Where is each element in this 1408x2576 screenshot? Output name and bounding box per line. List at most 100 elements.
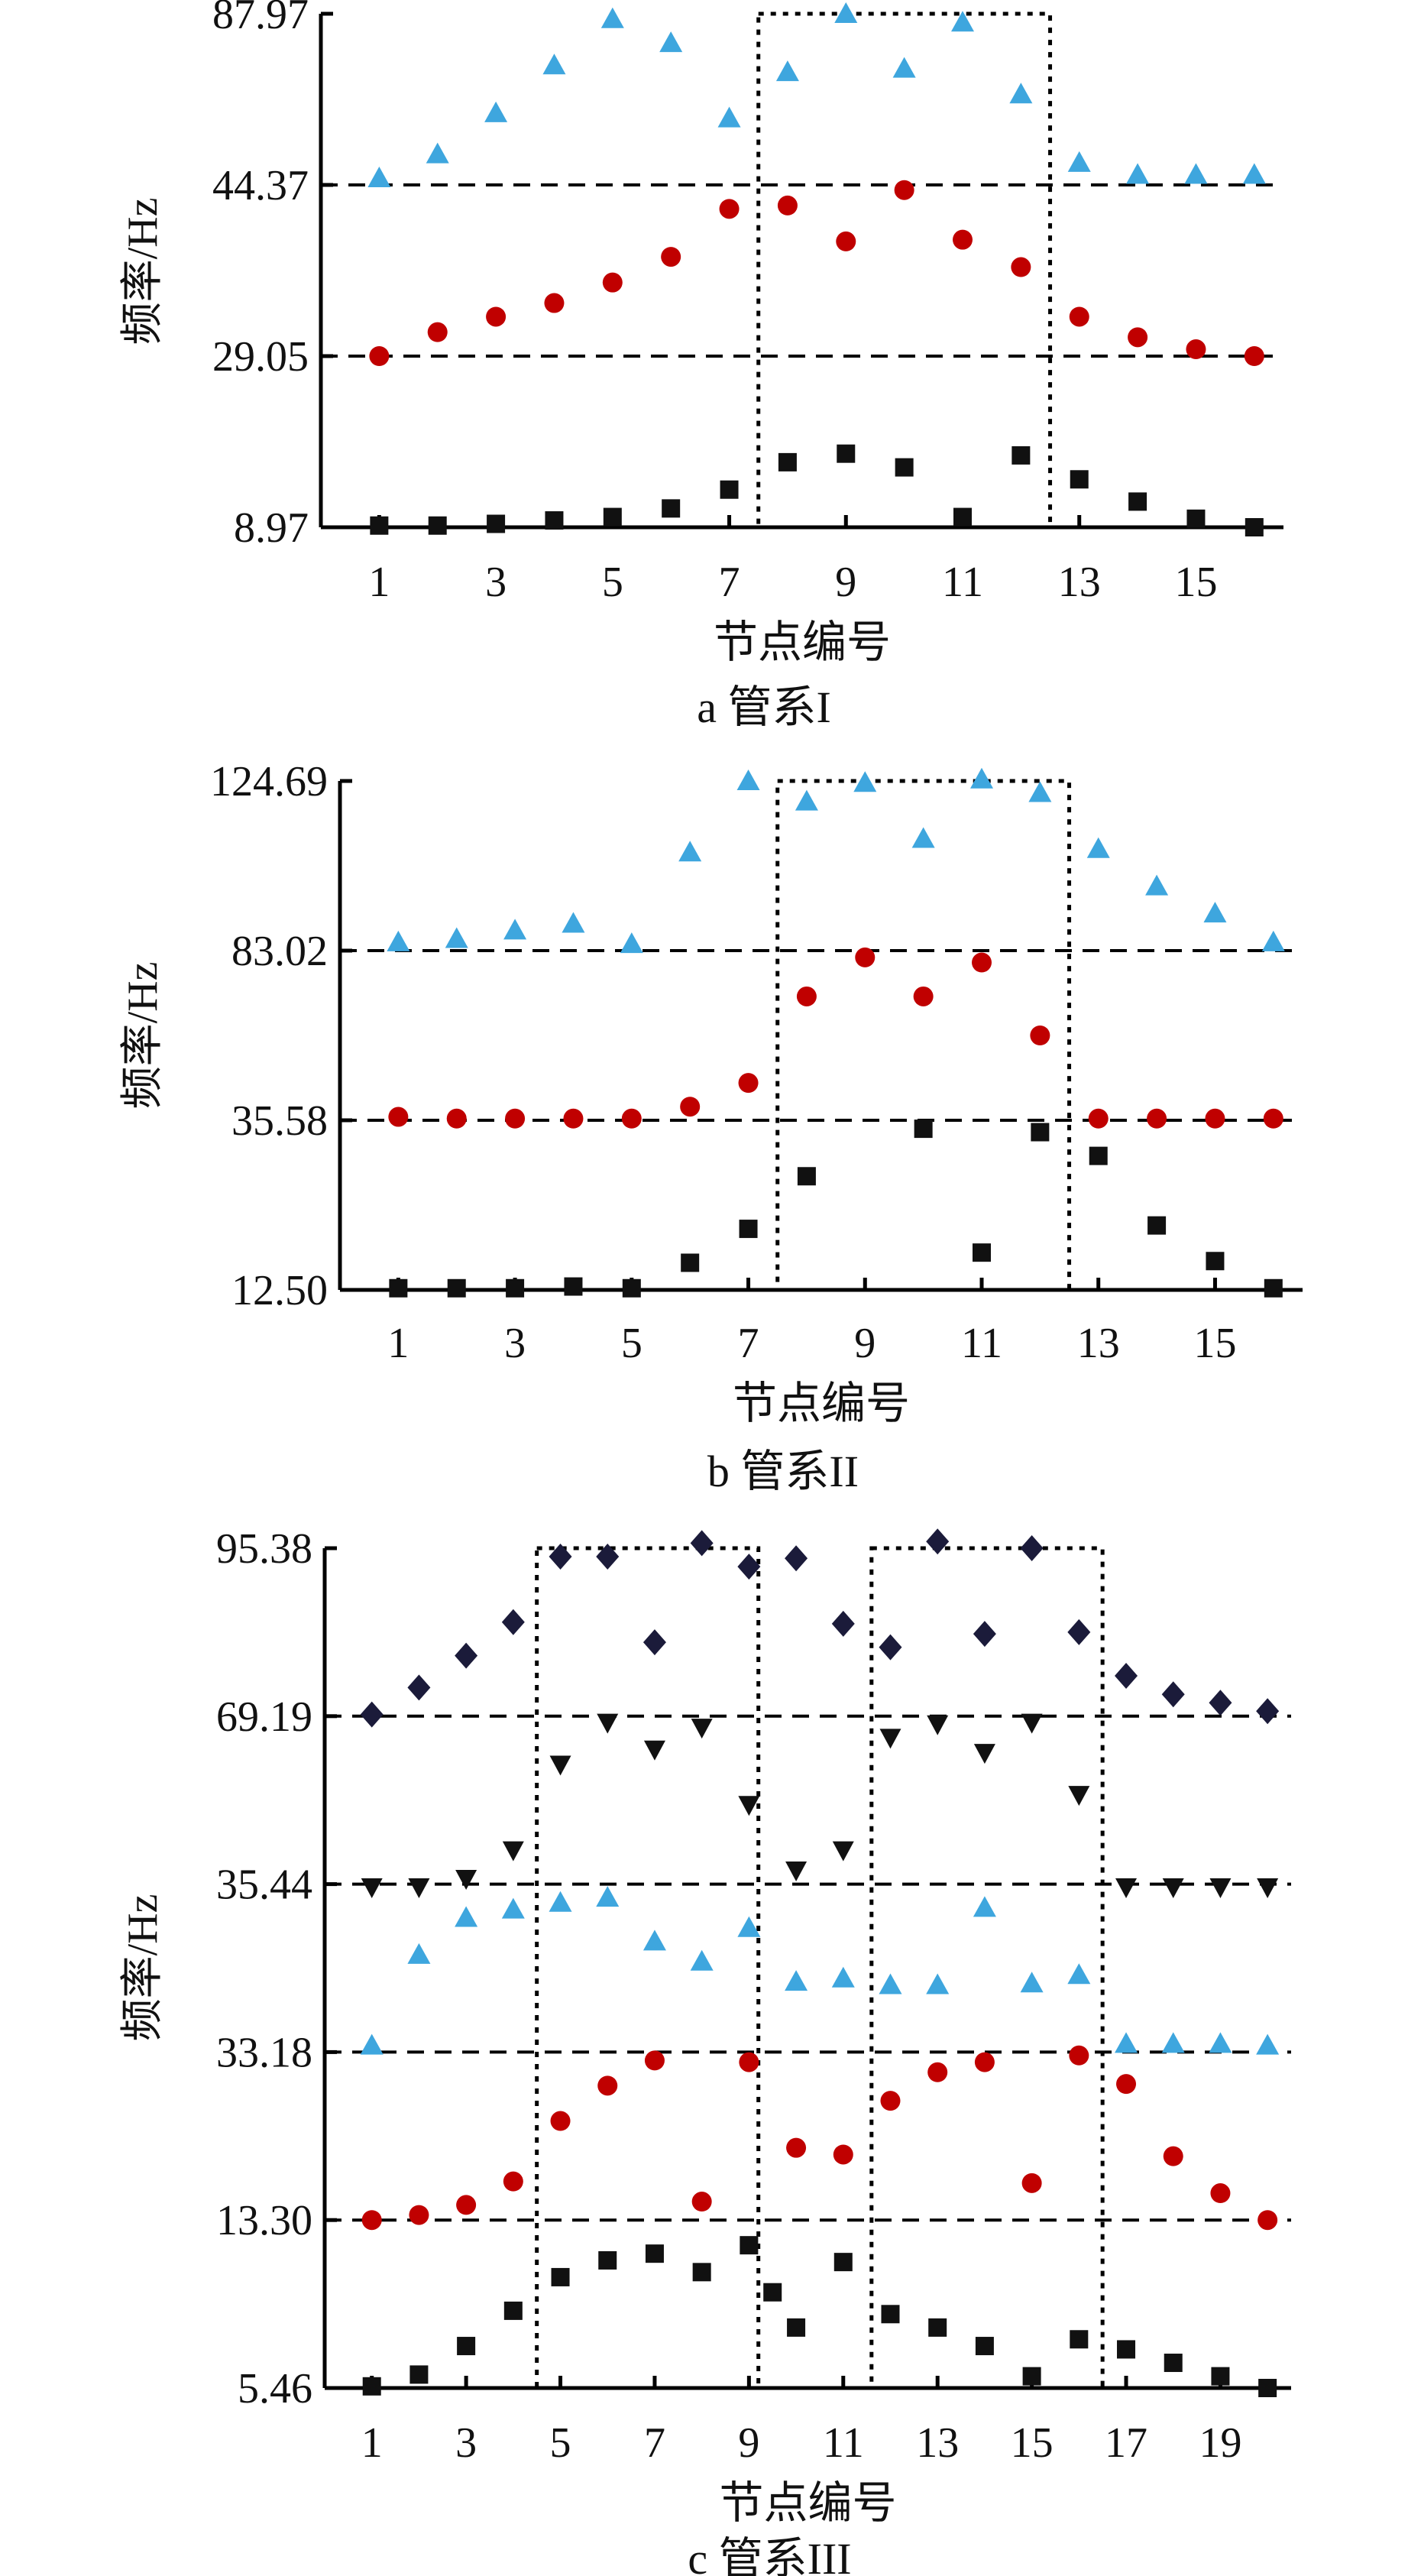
series-order-4 [361,1713,1279,1898]
data-point [361,1878,383,1898]
data-point [549,1755,571,1776]
data-point [881,2305,900,2324]
data-point [455,1870,477,1891]
data-point [895,458,914,477]
data-point [409,2365,429,2384]
data-point [1257,1878,1279,1898]
data-point [447,1278,466,1298]
series-order-2 [361,2045,1278,2231]
data-point [1011,257,1031,277]
data-point [1021,2173,1042,2193]
chart-caption: c 管系III [688,2534,851,2576]
x-axis-title: 节点编号 [719,2478,896,2528]
data-point [503,2171,523,2192]
data-point [445,927,468,948]
data-point [738,1073,759,1094]
highlight-box [775,779,1072,1292]
data-point [1186,339,1206,360]
data-point [602,272,623,293]
data-point [645,2244,664,2263]
data-point [1209,1878,1232,1898]
data-point [620,932,643,954]
data-point [505,1108,526,1129]
data-point [797,1167,816,1186]
series-order-3 [387,767,1285,954]
data-point [927,1715,949,1735]
x-tick-label: 17 [1105,2419,1147,2467]
data-point [853,771,877,792]
y-tick-label: 87.97 [212,0,309,38]
data-point [549,1891,572,1912]
data-point [457,2337,476,2356]
data-point [911,827,935,848]
x-tick-label: 5 [621,1320,643,1367]
data-point [1128,327,1148,348]
series-order-1 [362,2236,1277,2397]
data-point [563,1108,584,1129]
data-point [1245,518,1264,536]
x-tick-label: 9 [738,2419,759,2467]
data-point [360,1701,384,1728]
data-point [717,106,741,128]
data-point [644,2050,665,2071]
x-tick-label: 13 [916,2419,959,2467]
data-point [970,767,993,789]
data-point [1186,509,1206,528]
data-point [455,1906,478,1927]
data-point [1070,470,1089,489]
series-order-2 [388,947,1283,1129]
data-point [1257,2210,1278,2231]
data-point [778,452,797,471]
x-tick-label: 1 [387,1320,409,1367]
data-point [691,2192,712,2212]
data-point [360,2033,384,2055]
x-tick-label: 3 [485,559,507,606]
data-point [597,2075,618,2096]
data-point [621,1108,642,1129]
data-point [1244,346,1264,366]
x-tick-label: 7 [719,559,740,606]
data-point [690,1949,714,1971]
data-point [455,1642,478,1669]
x-tick-label: 11 [961,1320,1002,1367]
data-point [662,499,681,518]
data-point [596,1886,620,1907]
series-order-1 [370,444,1264,536]
data-point [738,1796,760,1816]
data-point [596,1543,620,1570]
data-point [775,60,799,82]
data-point [739,2052,759,2072]
data-point [407,1943,431,1964]
data-point [737,1916,761,1937]
data-point [456,2195,477,2215]
data-point [1070,2330,1089,2349]
data-point [659,31,683,53]
data-point [926,1528,950,1555]
data-point [719,199,740,219]
data-point [927,2062,948,2082]
data-point [367,167,391,188]
data-point [1022,2367,1041,2386]
data-point [833,2253,853,2272]
data-point [833,2144,853,2165]
data-point [879,1634,902,1661]
data-point [1030,1026,1050,1045]
data-point [1031,1123,1050,1142]
data-point [834,2,858,23]
data-point [1067,1619,1091,1645]
data-point [795,789,818,811]
data-point [1020,1535,1044,1561]
data-point [603,507,622,527]
data-point [484,101,508,122]
data-point [1067,151,1091,172]
data-point [389,1278,408,1298]
data-point [973,1744,995,1764]
data-point [1258,2379,1277,2397]
data-point [1210,2183,1231,2204]
data-point [737,1554,761,1580]
data-point [1147,1108,1167,1129]
data-point [1028,781,1052,802]
y-tick-label: 69.19 [216,1693,312,1741]
data-point [975,2337,994,2356]
